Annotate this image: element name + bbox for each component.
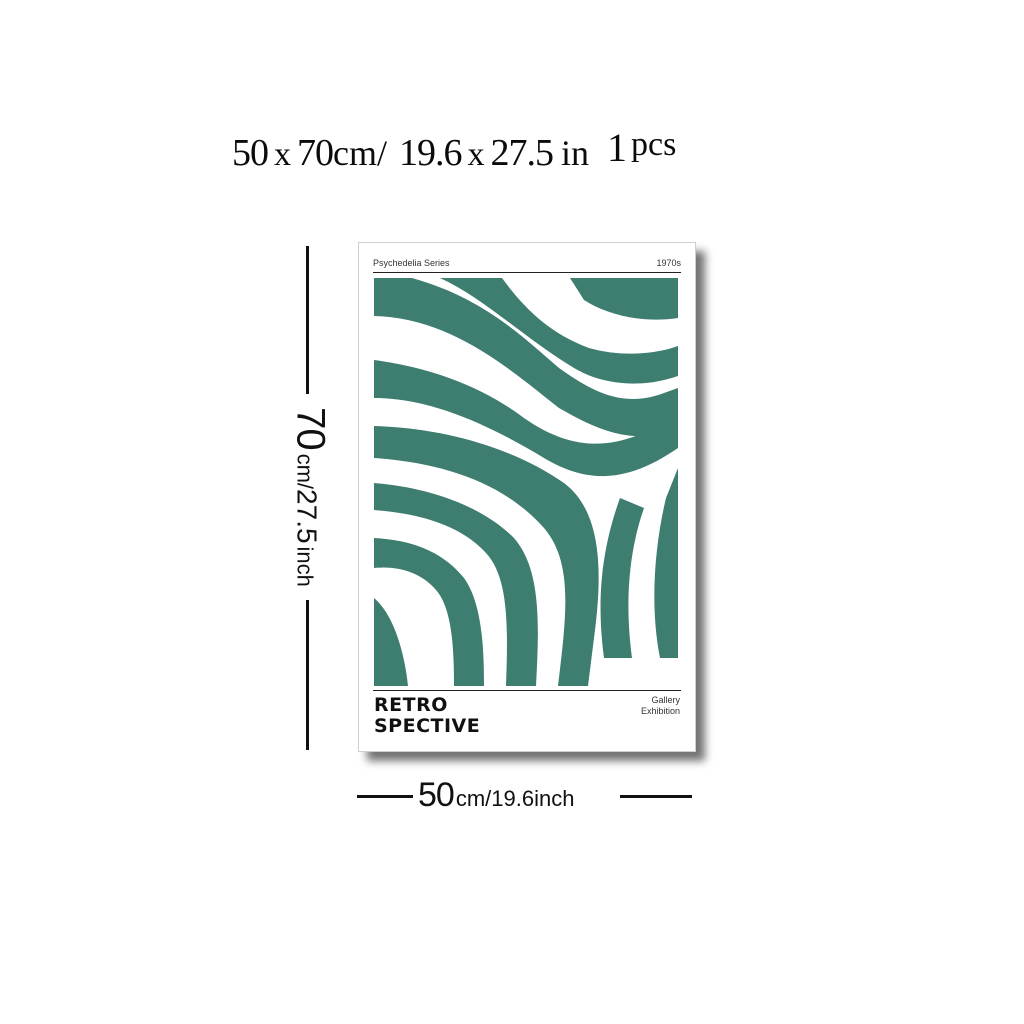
size-headline: 50 x 70 cm/ 19.6 x 27.5 in 1 pcs (232, 125, 677, 180)
poster-artwork (374, 278, 678, 686)
stripe-5 (374, 426, 599, 686)
width-dimension-line-left (357, 795, 413, 798)
poster-header: Psychedelia Series 1970s (373, 255, 681, 271)
stripe-9 (654, 468, 678, 658)
unit-in: in (560, 133, 589, 173)
height-unit-in: inch (292, 546, 318, 587)
stripe-8 (374, 598, 408, 686)
height-in: 27.5 (490, 132, 553, 174)
poster-caption-line2: Exhibition (640, 706, 680, 716)
stripe-4 (570, 278, 678, 320)
width-unit: cm/19.6inch (455, 786, 575, 811)
poster-caption: Gallery Exhibition (641, 695, 680, 717)
poster-top-rule (373, 272, 681, 273)
times-sign-2: x (467, 136, 485, 173)
unit-cm: cm/ (333, 133, 387, 173)
poster-caption-line1: Gallery (651, 695, 680, 705)
times-sign: x (274, 136, 291, 173)
poster-bottom-rule (373, 690, 681, 691)
wavy-stripes (374, 278, 678, 686)
height-dimension-line-bottom (306, 600, 309, 750)
poster: Psychedelia Series 1970s (358, 242, 696, 752)
width-dimension-line-right (620, 795, 692, 798)
height-value: 70 (288, 407, 333, 450)
stripe-6 (374, 483, 538, 686)
width-in: 19.6 (398, 132, 462, 174)
height-value-in: 27.5 (291, 489, 323, 544)
stripe-3 (440, 278, 678, 384)
width-value: 50 (418, 776, 455, 814)
poster-series: Psychedelia Series (373, 258, 450, 268)
quantity: 1 (607, 125, 627, 170)
width-dimension-label: 50 cm/19.6inch (418, 776, 574, 815)
stripe-7 (374, 538, 484, 686)
poster-title-line2: SPECTIVE (374, 715, 481, 737)
stripe-1 (374, 278, 678, 437)
stripe-10 (600, 498, 644, 658)
poster-year: 1970s (656, 258, 681, 268)
stripe-2 (374, 360, 678, 477)
width-cm: 50 (232, 132, 269, 174)
height-dimension-line-top (306, 246, 309, 394)
poster-title-line1: RETRO (374, 694, 448, 716)
height-unit-cm: cm/ (292, 453, 318, 490)
quantity-unit: pcs (631, 126, 677, 163)
height-cm: 70 (297, 132, 334, 174)
height-dimension-label: 70 cm/ 27.5 inch (288, 407, 333, 587)
poster-title: RETRO SPECTIVE (374, 695, 480, 737)
